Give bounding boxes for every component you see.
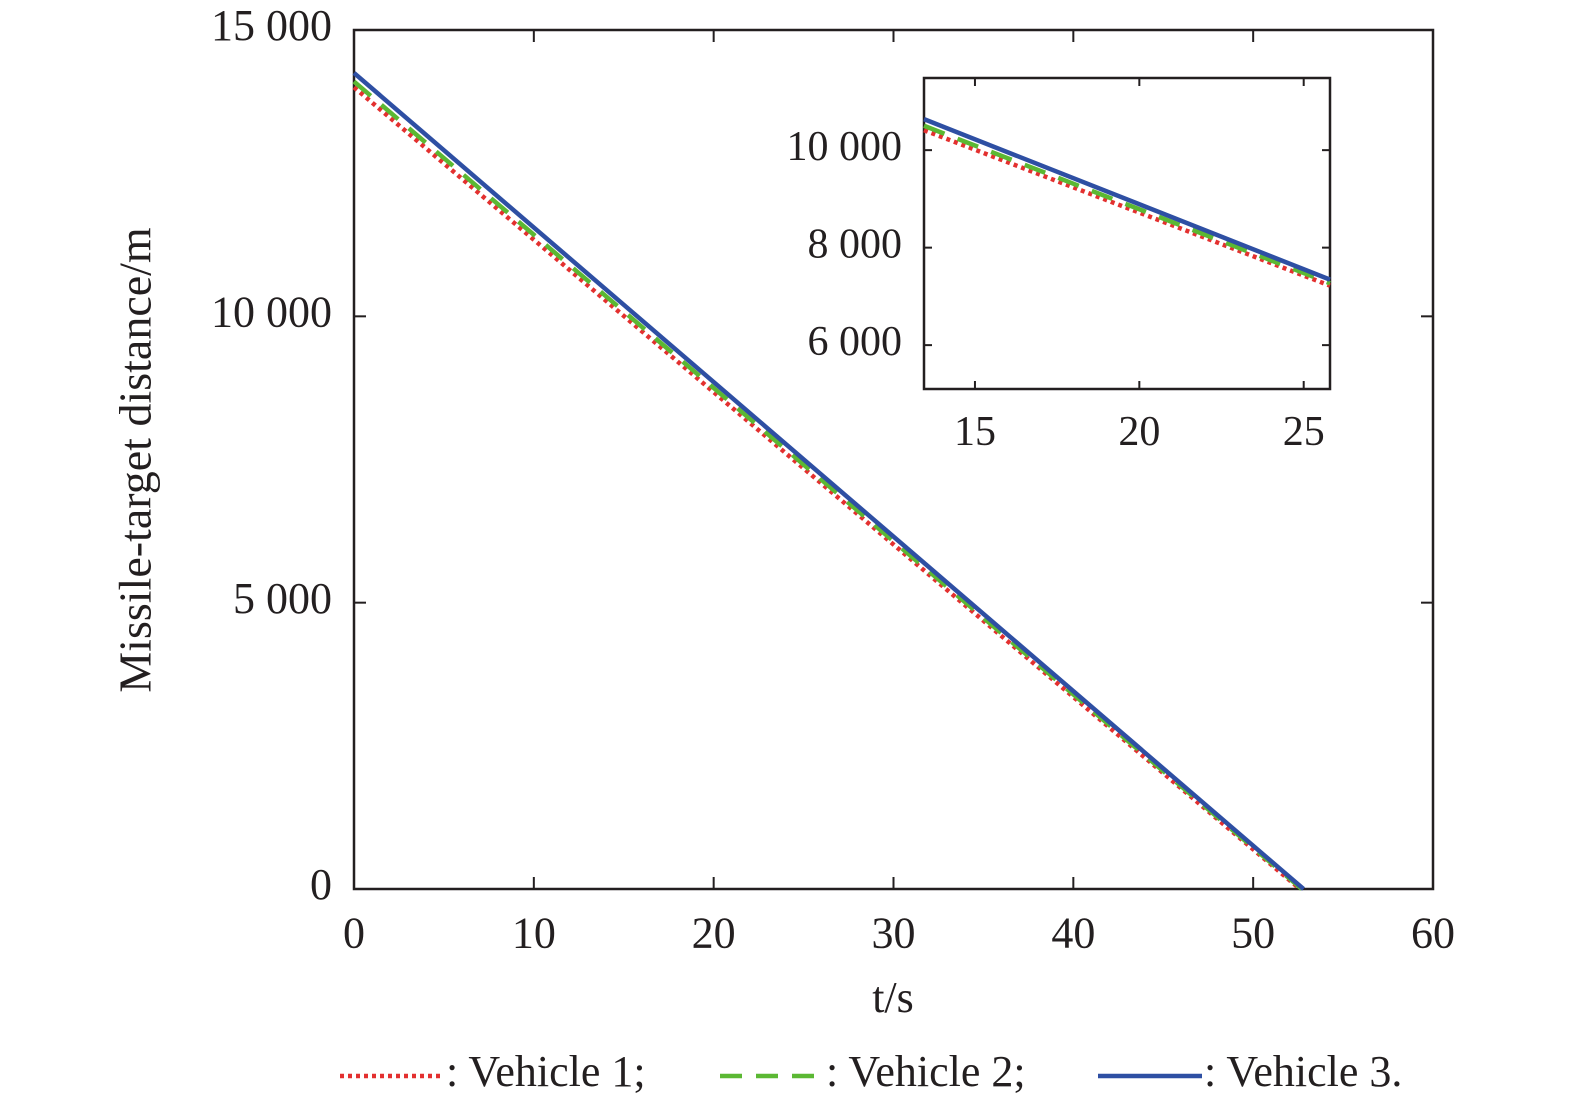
x-tick-label: 25 xyxy=(1283,409,1325,455)
x-axis-label: t/s xyxy=(872,973,914,1022)
y-tick-label: 10 000 xyxy=(211,287,332,336)
data-line xyxy=(923,128,1331,288)
y-axis-label: Missile-target distance/m xyxy=(110,227,161,693)
legend-label: : Vehicle 1; xyxy=(446,1047,646,1096)
x-tick-label: 10 xyxy=(512,908,556,957)
x-tick-label: 20 xyxy=(692,908,736,957)
data-line xyxy=(352,71,1305,891)
x-tick-label: 0 xyxy=(343,908,365,957)
legend-label: : Vehicle 2; xyxy=(826,1047,1026,1096)
y-tick-label: 8 000 xyxy=(808,221,903,267)
y-tick-label: 15 000 xyxy=(211,1,332,50)
x-tick-label: 60 xyxy=(1411,908,1455,957)
data-line xyxy=(352,85,1302,891)
plot-area xyxy=(922,76,1332,391)
x-tick-label: 50 xyxy=(1231,908,1275,957)
x-tick-label: 20 xyxy=(1118,409,1160,455)
data-line xyxy=(923,117,1331,282)
data-line xyxy=(923,123,1331,286)
data-line xyxy=(352,79,1304,891)
y-tick-label: 5 000 xyxy=(233,574,332,623)
legend-label: : Vehicle 3. xyxy=(1204,1047,1402,1096)
y-tick-label: 10 000 xyxy=(787,124,903,170)
x-tick-label: 30 xyxy=(872,908,916,957)
y-tick-label: 6 000 xyxy=(808,319,903,365)
x-tick-label: 15 xyxy=(954,409,996,455)
x-tick-label: 40 xyxy=(1051,908,1095,957)
y-tick-label: 0 xyxy=(310,860,332,909)
